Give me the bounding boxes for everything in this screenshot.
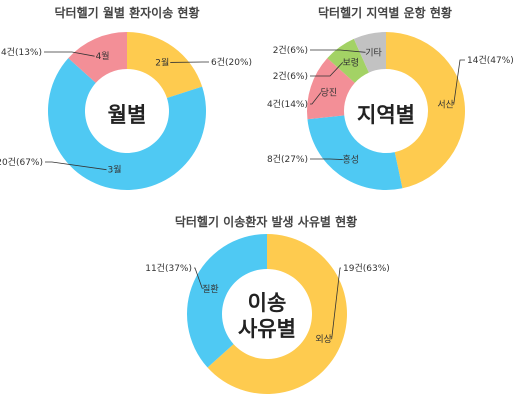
slice-label: 3월 [108, 164, 122, 176]
leader-line [310, 158, 343, 160]
slice-4월 [68, 32, 127, 83]
value-label: 4건(14%) [267, 99, 308, 110]
slice-label: 4월 [96, 50, 110, 62]
slice-label: 서산 [437, 100, 454, 111]
slice-홍성 [307, 115, 403, 191]
slice-label: 2월 [155, 56, 169, 68]
chart-title: 닥터헬기 지역별 운항 현황 [318, 5, 452, 20]
value-label: 8건(27%) [267, 154, 308, 165]
leader-line [310, 92, 322, 105]
value-label: 11건(37%) [145, 263, 192, 274]
leader-line [310, 49, 366, 53]
value-label: 20건(67%) [0, 157, 43, 168]
slice-3월 [47, 58, 207, 190]
leader-line [331, 267, 341, 340]
center-label-line-1: 이송 [248, 291, 287, 315]
leader-line [194, 267, 203, 289]
slice-label: 외상 [315, 333, 332, 345]
slice-label: 보령 [342, 56, 359, 68]
value-label: 19건(63%) [343, 263, 390, 274]
slice-label: 기타 [365, 47, 382, 58]
slice-서산 [386, 32, 466, 189]
reason-chart: 닥터헬기 이송환자 발생 사유별 현황 외상 19건(63%) 질환 11건(37%)… [145, 214, 390, 394]
slice-질환 [186, 234, 267, 368]
value-label: 14건(47%) [467, 55, 514, 66]
chart-title: 닥터헬기 이송환자 발생 사유별 현황 [175, 214, 357, 229]
center-label: 지역별 [357, 103, 415, 127]
center-label-line-2: 사유별 [238, 317, 296, 341]
chart-title: 닥터헬기 월별 환자이송 현황 [54, 5, 199, 20]
slice-외상 [207, 234, 347, 394]
leader-line [44, 51, 95, 57]
center-label: 월별 [108, 103, 147, 127]
value-label: 2건(6%) [273, 45, 308, 56]
slice-기타 [353, 32, 386, 73]
slice-label: 홍성 [342, 154, 359, 166]
slice-label: 당진 [321, 87, 338, 98]
leader-line [310, 62, 344, 77]
regional-chart: 닥터헬기 지역별 운항 현황 서산 14건(47%) 홍성 8건(27%) 당진 4건(1… [267, 5, 514, 191]
leader-line [45, 161, 107, 171]
value-label: 2건(6%) [273, 71, 308, 82]
slice-2월 [127, 32, 203, 99]
slice-당진 [307, 58, 355, 120]
slice-label: 질환 [202, 283, 219, 295]
value-label: 4건(13%) [1, 47, 42, 58]
value-label: 6건(20%) [211, 57, 252, 68]
leader-line [453, 59, 465, 105]
monthly-chart: 닥터헬기 월별 환자이송 현황 2월 6건(20%) 3월 20건(67%) 4월 4건(… [0, 5, 252, 190]
